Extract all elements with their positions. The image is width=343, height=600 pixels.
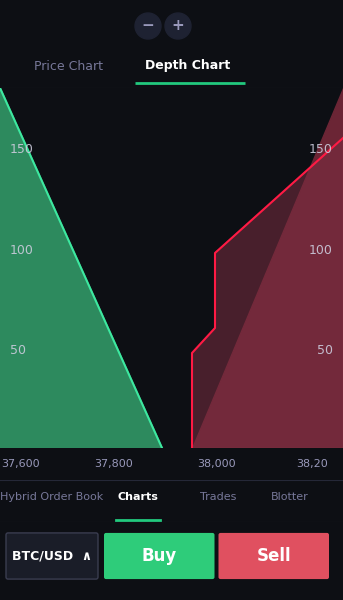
Text: BTC/USD  ∧: BTC/USD ∧ [12, 550, 92, 563]
Text: Sell: Sell [257, 547, 291, 565]
Circle shape [135, 13, 161, 39]
Text: 38,000: 38,000 [197, 459, 235, 469]
FancyBboxPatch shape [104, 533, 214, 579]
Text: Trades: Trades [200, 492, 236, 502]
Text: 38,20: 38,20 [296, 459, 328, 469]
Text: Charts: Charts [118, 492, 158, 502]
Text: 150: 150 [10, 143, 34, 156]
Text: Buy: Buy [142, 547, 177, 565]
Text: 100: 100 [309, 244, 333, 257]
Text: −: − [142, 19, 154, 34]
Text: 150: 150 [309, 143, 333, 156]
Polygon shape [192, 88, 343, 448]
Text: 100: 100 [10, 244, 34, 257]
Polygon shape [192, 138, 343, 448]
Circle shape [165, 13, 191, 39]
FancyBboxPatch shape [6, 533, 98, 579]
Text: Blotter: Blotter [271, 492, 309, 502]
Text: 50: 50 [10, 344, 26, 357]
Text: Price Chart: Price Chart [34, 59, 103, 73]
Polygon shape [0, 88, 162, 448]
Text: 37,800: 37,800 [94, 459, 132, 469]
Text: 37,600: 37,600 [1, 459, 40, 469]
FancyBboxPatch shape [218, 533, 329, 579]
Text: Hybrid Order Book: Hybrid Order Book [0, 492, 104, 502]
Text: 50: 50 [317, 344, 333, 357]
Text: Depth Chart: Depth Chart [145, 59, 230, 73]
Text: +: + [172, 19, 185, 34]
